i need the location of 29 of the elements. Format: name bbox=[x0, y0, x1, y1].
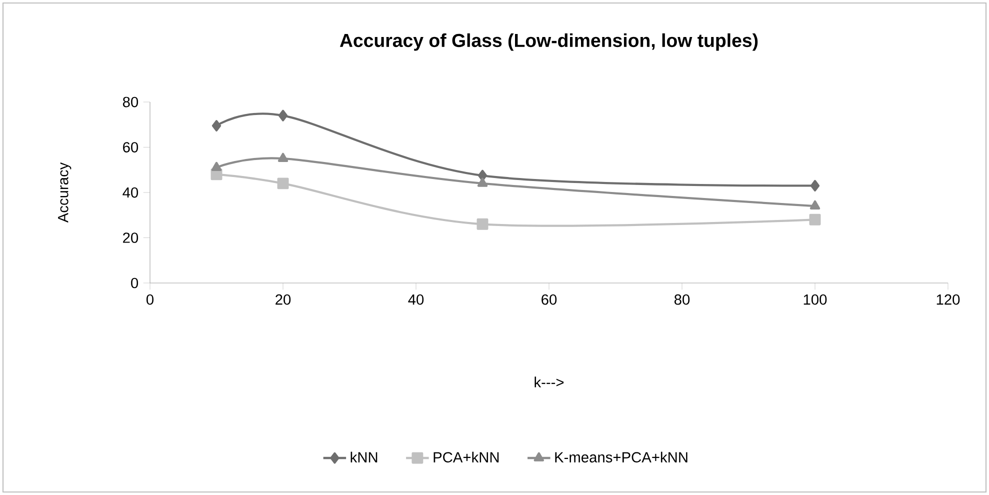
x-tick-label: 20 bbox=[276, 294, 291, 305]
point bbox=[212, 120, 222, 132]
point bbox=[277, 178, 289, 190]
point bbox=[278, 110, 288, 122]
y-tick-label: 60 bbox=[123, 142, 138, 152]
legend-label: K-means+PCA+kNN bbox=[555, 452, 688, 462]
y-tick-label: 80 bbox=[122, 96, 138, 108]
y-tick-label: 40 bbox=[122, 187, 138, 198]
point bbox=[810, 200, 820, 210]
y-tick-label: 20 bbox=[123, 232, 138, 243]
x-tick-label: 40 bbox=[408, 294, 424, 305]
x-tick-label: 0 bbox=[146, 294, 154, 305]
point bbox=[478, 170, 488, 182]
legend-label: kNN bbox=[350, 452, 378, 462]
point bbox=[477, 178, 488, 187]
x-axis-title: k---> bbox=[534, 376, 564, 388]
chart-title: Accuracy of Glass (Low-dimension, low tuples) bbox=[340, 33, 758, 51]
x-tick-label: 120 bbox=[936, 294, 960, 305]
point bbox=[211, 162, 222, 172]
point bbox=[476, 218, 488, 230]
y-tick-label: 0 bbox=[131, 278, 138, 288]
point bbox=[810, 180, 820, 192]
y-axis-title: Accuracy bbox=[58, 162, 72, 223]
point bbox=[278, 152, 288, 162]
legend-label: PCA+kNN bbox=[434, 452, 499, 462]
x-tick-label: 100 bbox=[804, 294, 827, 305]
x-tick-label: 60 bbox=[542, 294, 557, 305]
point bbox=[809, 214, 821, 226]
x-tick-label: 80 bbox=[674, 294, 690, 305]
